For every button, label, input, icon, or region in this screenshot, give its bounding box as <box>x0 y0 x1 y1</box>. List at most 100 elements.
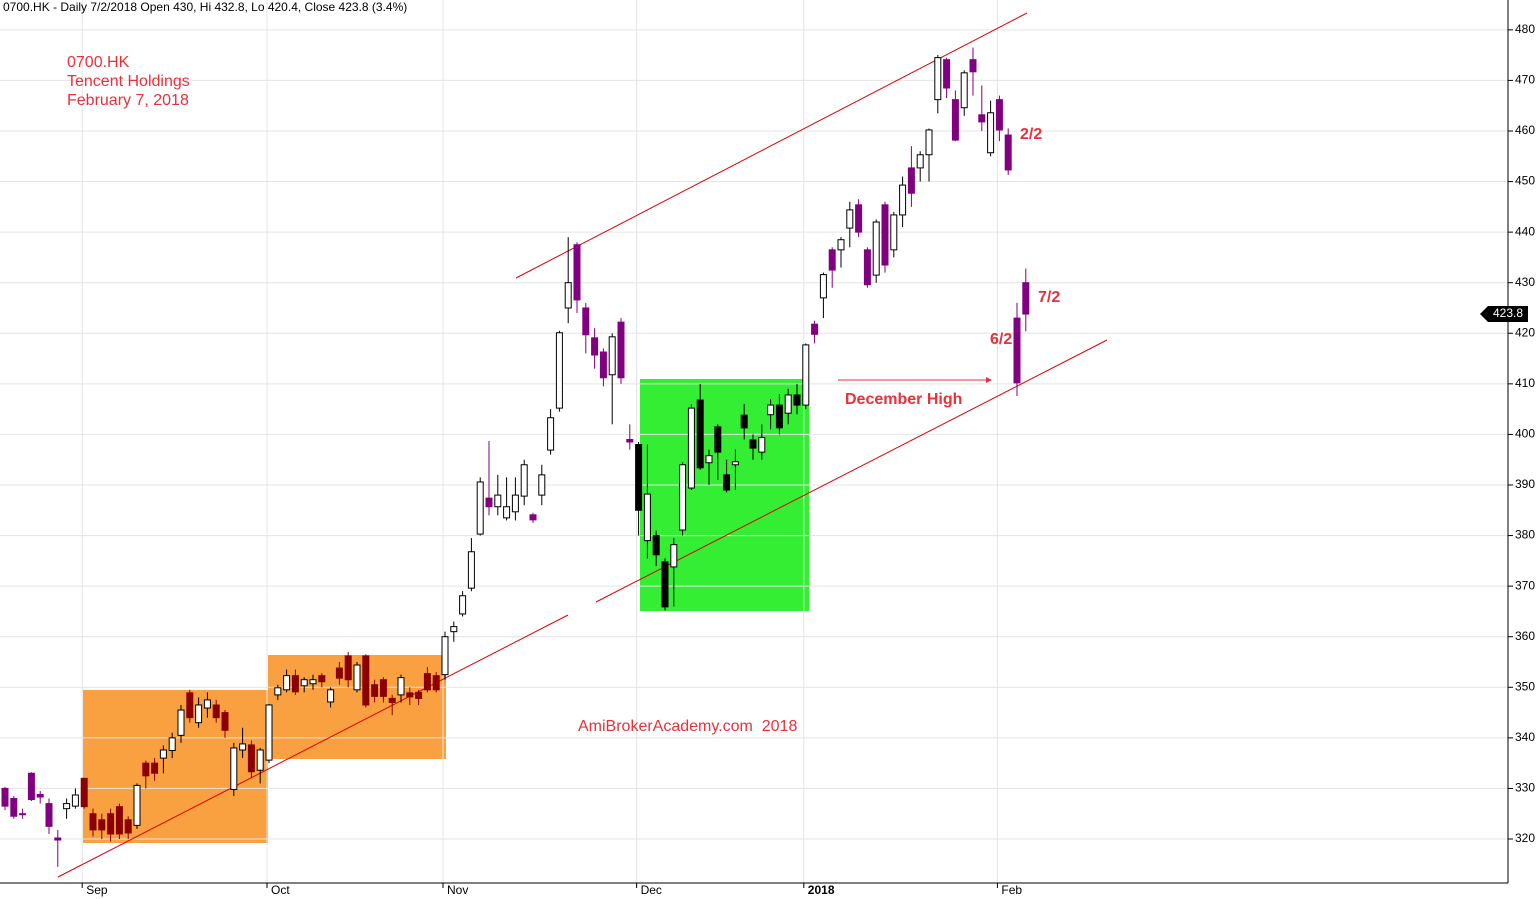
trend-line <box>595 339 1108 603</box>
y-tick-label: 390 <box>1515 477 1535 491</box>
y-tick-label: 380 <box>1515 528 1535 542</box>
candle-body <box>749 439 757 449</box>
candle-body <box>230 747 238 790</box>
y-tick-label: 430 <box>1515 275 1535 289</box>
candle-body <box>406 692 414 698</box>
candle-body <box>300 679 308 687</box>
candle-body <box>379 679 387 697</box>
x-tick-label: Dec <box>641 883 662 897</box>
candles <box>1 47 1030 867</box>
candle-body <box>907 167 915 194</box>
candle-body <box>670 544 678 568</box>
candle-body <box>256 749 264 771</box>
subtitle: Tencent Holdings <box>67 73 190 90</box>
candle-body <box>397 677 405 696</box>
candle-body <box>899 184 907 216</box>
candle-body <box>643 493 651 542</box>
subtitle: February 7, 2018 <box>67 92 189 109</box>
candle-body <box>124 819 132 834</box>
candle-body <box>951 99 959 141</box>
x-tick-label: Oct <box>271 883 290 897</box>
candle-body <box>177 709 185 736</box>
candle-body <box>652 535 660 556</box>
candle-body <box>133 784 141 826</box>
candle-body <box>943 59 951 89</box>
candle-body <box>441 636 449 676</box>
annotation: December High <box>845 391 962 408</box>
x-tick-label: 2018 <box>808 883 835 897</box>
candle-body <box>186 692 194 719</box>
candle-body <box>142 762 150 777</box>
candle-body <box>415 691 423 699</box>
annotation: 7/2 <box>1038 289 1060 306</box>
candle-body <box>819 274 827 299</box>
candle-body <box>19 813 27 816</box>
candle-body <box>617 321 625 379</box>
y-tick-label: 480 <box>1515 22 1535 36</box>
candle-body <box>195 704 203 724</box>
y-tick-label: 350 <box>1515 679 1535 693</box>
candle-body <box>45 803 53 827</box>
candle-body <box>467 551 475 589</box>
candle-body <box>582 307 590 336</box>
candle-body <box>265 704 273 761</box>
candle-body <box>388 697 396 703</box>
candle-body <box>969 59 977 73</box>
y-tick-label: 420 <box>1515 325 1535 339</box>
candle-body <box>344 655 352 681</box>
candle-body <box>203 699 211 709</box>
candle-body <box>450 626 458 633</box>
candle-body <box>459 595 467 615</box>
candle-body <box>591 337 599 356</box>
candle-body <box>731 461 739 466</box>
candle-body <box>916 154 924 169</box>
candle-body <box>239 743 247 751</box>
candle-body <box>714 426 722 453</box>
candle-body <box>151 762 159 774</box>
candle-body <box>503 506 511 519</box>
candle-body <box>784 394 792 414</box>
candle-body <box>538 474 546 496</box>
candle-body <box>1013 317 1021 384</box>
y-tick-label: 450 <box>1515 174 1535 188</box>
y-tick-label: 370 <box>1515 578 1535 592</box>
candle-body <box>529 514 537 521</box>
candle-body <box>327 689 335 703</box>
candle-body <box>247 744 255 773</box>
candle-body <box>520 464 528 497</box>
candle-body <box>10 798 18 817</box>
candle-body <box>159 749 167 759</box>
candle-body <box>661 561 669 608</box>
candle-body <box>291 675 299 693</box>
candle-body <box>1004 134 1012 171</box>
candle-body <box>371 684 379 697</box>
candle-body <box>679 464 687 531</box>
candle-body <box>564 282 572 309</box>
candle-body <box>723 474 731 491</box>
candle-body <box>168 737 176 751</box>
candle-body <box>687 407 695 489</box>
trend-line <box>515 12 1028 279</box>
y-tick-label: 400 <box>1515 427 1535 441</box>
candle-body <box>863 249 871 286</box>
candle-body <box>27 772 35 801</box>
background-layer <box>83 379 809 843</box>
candle-body <box>696 399 704 469</box>
y-tick-label: 330 <box>1515 781 1535 795</box>
chart-title: 0700.HK - Daily 7/2/2018 Open 430, Hi 43… <box>3 0 407 14</box>
y-tick-label: 320 <box>1515 831 1535 845</box>
candle-body <box>890 214 898 251</box>
candle-body <box>775 404 783 429</box>
y-tick-label: 440 <box>1515 224 1535 238</box>
y-tick-label: 340 <box>1515 730 1535 744</box>
candle-body <box>635 444 643 511</box>
y-tick-label: 470 <box>1515 73 1535 87</box>
candle-body <box>54 837 62 841</box>
candle-body <box>547 417 555 451</box>
candle-body <box>98 819 106 831</box>
candle-body <box>63 803 71 810</box>
x-tick-label: Feb <box>1001 883 1022 897</box>
last-price-label: 423.8 <box>1493 306 1523 320</box>
annotation: 6/2 <box>990 331 1012 348</box>
